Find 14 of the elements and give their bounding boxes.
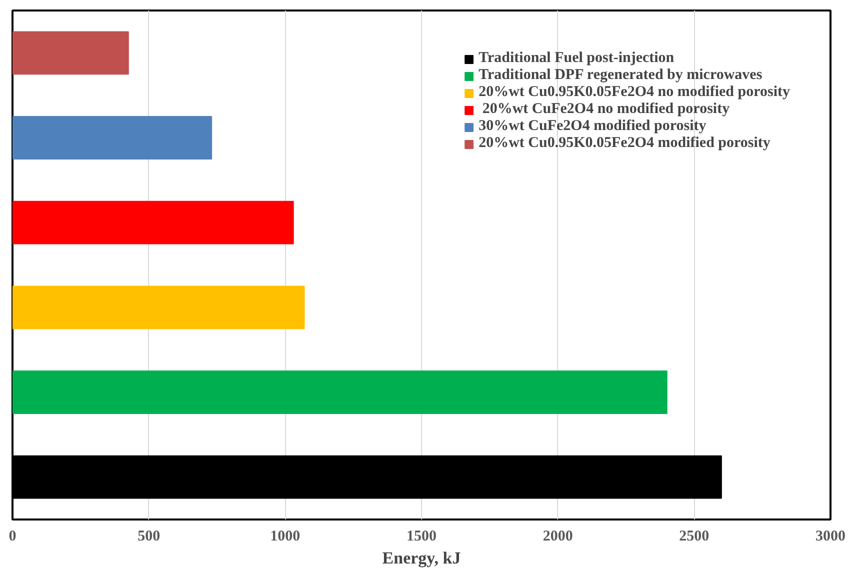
legend-label: 20%wt Cu0.95K0.05Fe2O4 no modified porosity — [478, 84, 790, 101]
legend-label: Traditional DPF regenerated by microwaves — [478, 67, 762, 84]
legend-label: Traditional Fuel post-injection — [478, 50, 674, 67]
x-tick-label: 500 — [138, 528, 160, 544]
x-tick-label: 0 — [8, 528, 16, 544]
x-axis-title: Energy, kJ — [382, 548, 462, 568]
legend-label: 30%wt CuFe2O4 modified porosity — [478, 118, 706, 135]
x-tick-label: 2500 — [679, 528, 710, 544]
x-tick-label: 1000 — [270, 528, 300, 544]
x-tick-label: 3000 — [816, 528, 846, 544]
legend-label: 20%wt CuFe2O4 no modified porosity — [481, 101, 730, 118]
legend-label: 20%wt Cu0.95K0.05Fe2O4 modified porosity — [478, 135, 770, 152]
x-tick-label: 1500 — [406, 528, 436, 544]
x-tick-label: 2000 — [542, 528, 573, 544]
